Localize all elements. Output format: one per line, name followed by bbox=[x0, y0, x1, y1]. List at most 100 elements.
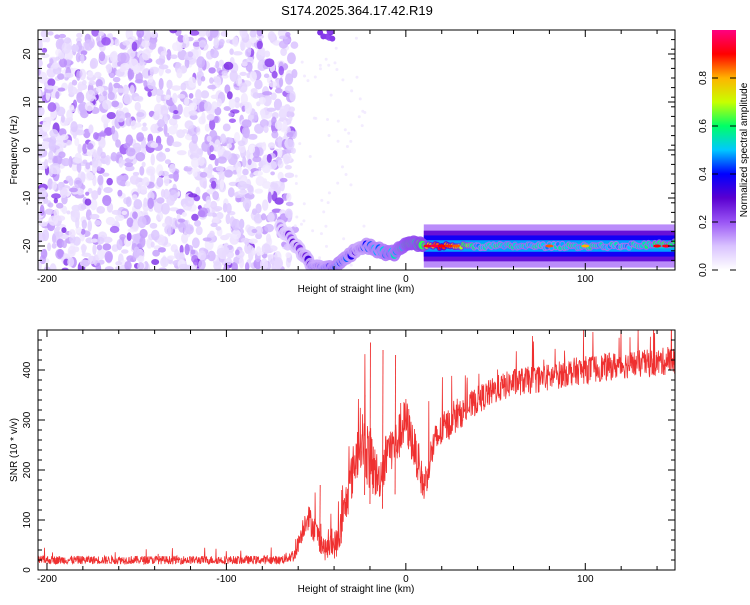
spectrogram-noise-blob bbox=[118, 156, 124, 168]
spectrogram-noise-blob bbox=[74, 129, 85, 136]
spectrogram-noise-blob bbox=[69, 187, 78, 193]
spectrogram-noise-blob bbox=[132, 171, 140, 176]
spectrogram-noise-blob bbox=[240, 93, 248, 105]
spectrogram-noise-blob bbox=[242, 197, 252, 210]
spectrogram-noise-blob bbox=[170, 54, 178, 59]
spectrogram-noise-blob bbox=[168, 117, 178, 126]
spectrogram-noise-blob bbox=[184, 120, 194, 130]
spectrogram-noise-blob bbox=[87, 187, 93, 194]
spectrogram-noise-blob bbox=[122, 84, 129, 97]
snr-y-tick-label: 300 bbox=[22, 411, 33, 428]
spectrogram-noise-blob bbox=[51, 61, 59, 69]
spectrogram-noise-blob bbox=[255, 246, 262, 257]
spectrogram-noise-blob bbox=[164, 159, 171, 165]
spectrogram-noise-blob bbox=[117, 189, 123, 197]
spectrogram-noise-blob bbox=[237, 189, 248, 195]
spectrogram-noise-blob bbox=[277, 147, 283, 158]
spectrogram-noise-blob bbox=[51, 233, 57, 244]
spectrogram-noise-blob bbox=[136, 112, 145, 118]
spectrogram-noise-blob bbox=[141, 126, 148, 132]
spectrogram-noise-blob bbox=[274, 88, 283, 94]
spectrogram-noise-blob bbox=[129, 84, 135, 95]
spectrogram-noise-blob bbox=[285, 111, 295, 118]
spectrogram-noise-blob bbox=[165, 68, 172, 74]
spectrogram-noise-blob bbox=[278, 77, 284, 88]
spectrogram-noise-blob bbox=[263, 125, 269, 134]
spectrogram-noise-blob bbox=[273, 98, 283, 111]
spectrogram-noise-blob bbox=[177, 104, 183, 115]
spectrogram-noise-blob bbox=[158, 267, 167, 270]
spectrogram-noise-blob bbox=[154, 110, 160, 116]
spectrogram-noise-blob bbox=[147, 91, 152, 98]
spectrogram-noise-blob bbox=[213, 76, 218, 83]
spectrogram-noise-blob bbox=[88, 124, 94, 134]
spectrogram-noise-blob bbox=[284, 139, 295, 150]
spectrogram-noise-blob bbox=[258, 96, 266, 105]
spectrogram-noise-blob bbox=[56, 202, 64, 209]
spectrogram-noise-blob bbox=[57, 181, 63, 191]
spectrogram-noise-blob bbox=[146, 168, 154, 174]
spectrogram-noise-blob bbox=[234, 100, 240, 109]
spectrogram-noise-blob bbox=[196, 56, 206, 68]
spectrogram-noise-blob bbox=[155, 58, 166, 65]
spectrogram-noise-blob bbox=[80, 53, 85, 64]
colorbar-tick-label: 0.0 bbox=[698, 263, 709, 277]
spectrogram-noise-blob bbox=[158, 77, 164, 90]
spectrogram-noise-blob bbox=[44, 208, 54, 215]
spectrogram-noise-blob bbox=[85, 162, 91, 170]
spectrogram-noise-blob bbox=[80, 184, 86, 190]
spectrogram-noise-blob bbox=[106, 63, 113, 74]
spectrogram-noise-blob bbox=[172, 141, 182, 148]
spectrogram-noise-blob bbox=[85, 89, 96, 102]
spectrogram-noise-blob bbox=[122, 40, 131, 46]
spectrogram-noise-blob bbox=[89, 198, 98, 211]
spectrogram-noise-blob bbox=[178, 222, 187, 233]
snr-spike bbox=[364, 394, 366, 496]
spectrogram-noise-blob bbox=[237, 140, 246, 147]
spectrogram-noise-blob bbox=[172, 114, 181, 120]
colorbar-tick-label: 0.4 bbox=[698, 167, 709, 181]
spectrogram-noise-blob bbox=[249, 36, 258, 44]
spectrogram-noise-blob bbox=[284, 38, 292, 44]
spectrogram-noise-blob bbox=[109, 225, 120, 234]
spectrogram-noise-blob bbox=[156, 93, 162, 103]
spectrogram-noise-blob bbox=[45, 91, 51, 101]
spectrogram-noise-blob bbox=[87, 142, 94, 150]
spectrogram-noise-blob bbox=[53, 155, 63, 165]
spectrogram-noise-blob bbox=[164, 132, 170, 137]
spectrogram-noise-blob bbox=[188, 110, 198, 116]
spectrogram-noise-blob bbox=[140, 185, 148, 194]
spectrogram-noise-blob bbox=[266, 153, 272, 163]
spectrogram-noise-blob bbox=[262, 141, 267, 152]
colorbar-tick-label: 0.6 bbox=[698, 119, 709, 133]
spectrogram-noise-blob bbox=[156, 197, 165, 204]
spectrogram-noise-blob bbox=[284, 164, 292, 170]
spectrogram-noise-blob bbox=[285, 31, 291, 38]
spectrogram-noise-blob bbox=[189, 114, 198, 120]
spectrogram-noise-blob bbox=[250, 88, 258, 94]
spectrogram-noise-blob bbox=[116, 175, 126, 186]
spectrogram-noise-blob bbox=[206, 212, 214, 217]
spectrogram-noise-blob bbox=[58, 151, 66, 159]
spectrogram-noise-blob bbox=[63, 37, 72, 44]
spectrogram-noise-blob bbox=[264, 223, 274, 233]
colorbar-ticks: 0.0 0.2 0.4 0.6 0.8 bbox=[698, 71, 736, 277]
spectrogram-noise-blob bbox=[273, 257, 283, 269]
spectrogram-noise-blob bbox=[192, 171, 198, 177]
spectrogram-noise-blob bbox=[126, 255, 135, 262]
spectrogram-noise-blob bbox=[76, 92, 85, 104]
spectrogram-noise-blob bbox=[102, 172, 110, 177]
spectrogram-noise-blob bbox=[184, 243, 190, 256]
spectrogram-noise-blob bbox=[214, 106, 222, 116]
spectrogram-noise-blob bbox=[73, 177, 83, 189]
spectrogram-noise-blob bbox=[213, 37, 220, 49]
spectrogram-noise-blob bbox=[249, 30, 257, 38]
spectrogram-noise-blob bbox=[121, 210, 128, 215]
spectrogram-noise-blob bbox=[191, 49, 199, 59]
spectrogram-noise-blob bbox=[277, 135, 282, 148]
spectrogram-noise-blob bbox=[143, 79, 148, 88]
spectrogram-noise-blob bbox=[121, 249, 129, 254]
snr-spike bbox=[369, 342, 371, 505]
spectrogram-noise-blob bbox=[38, 105, 45, 117]
